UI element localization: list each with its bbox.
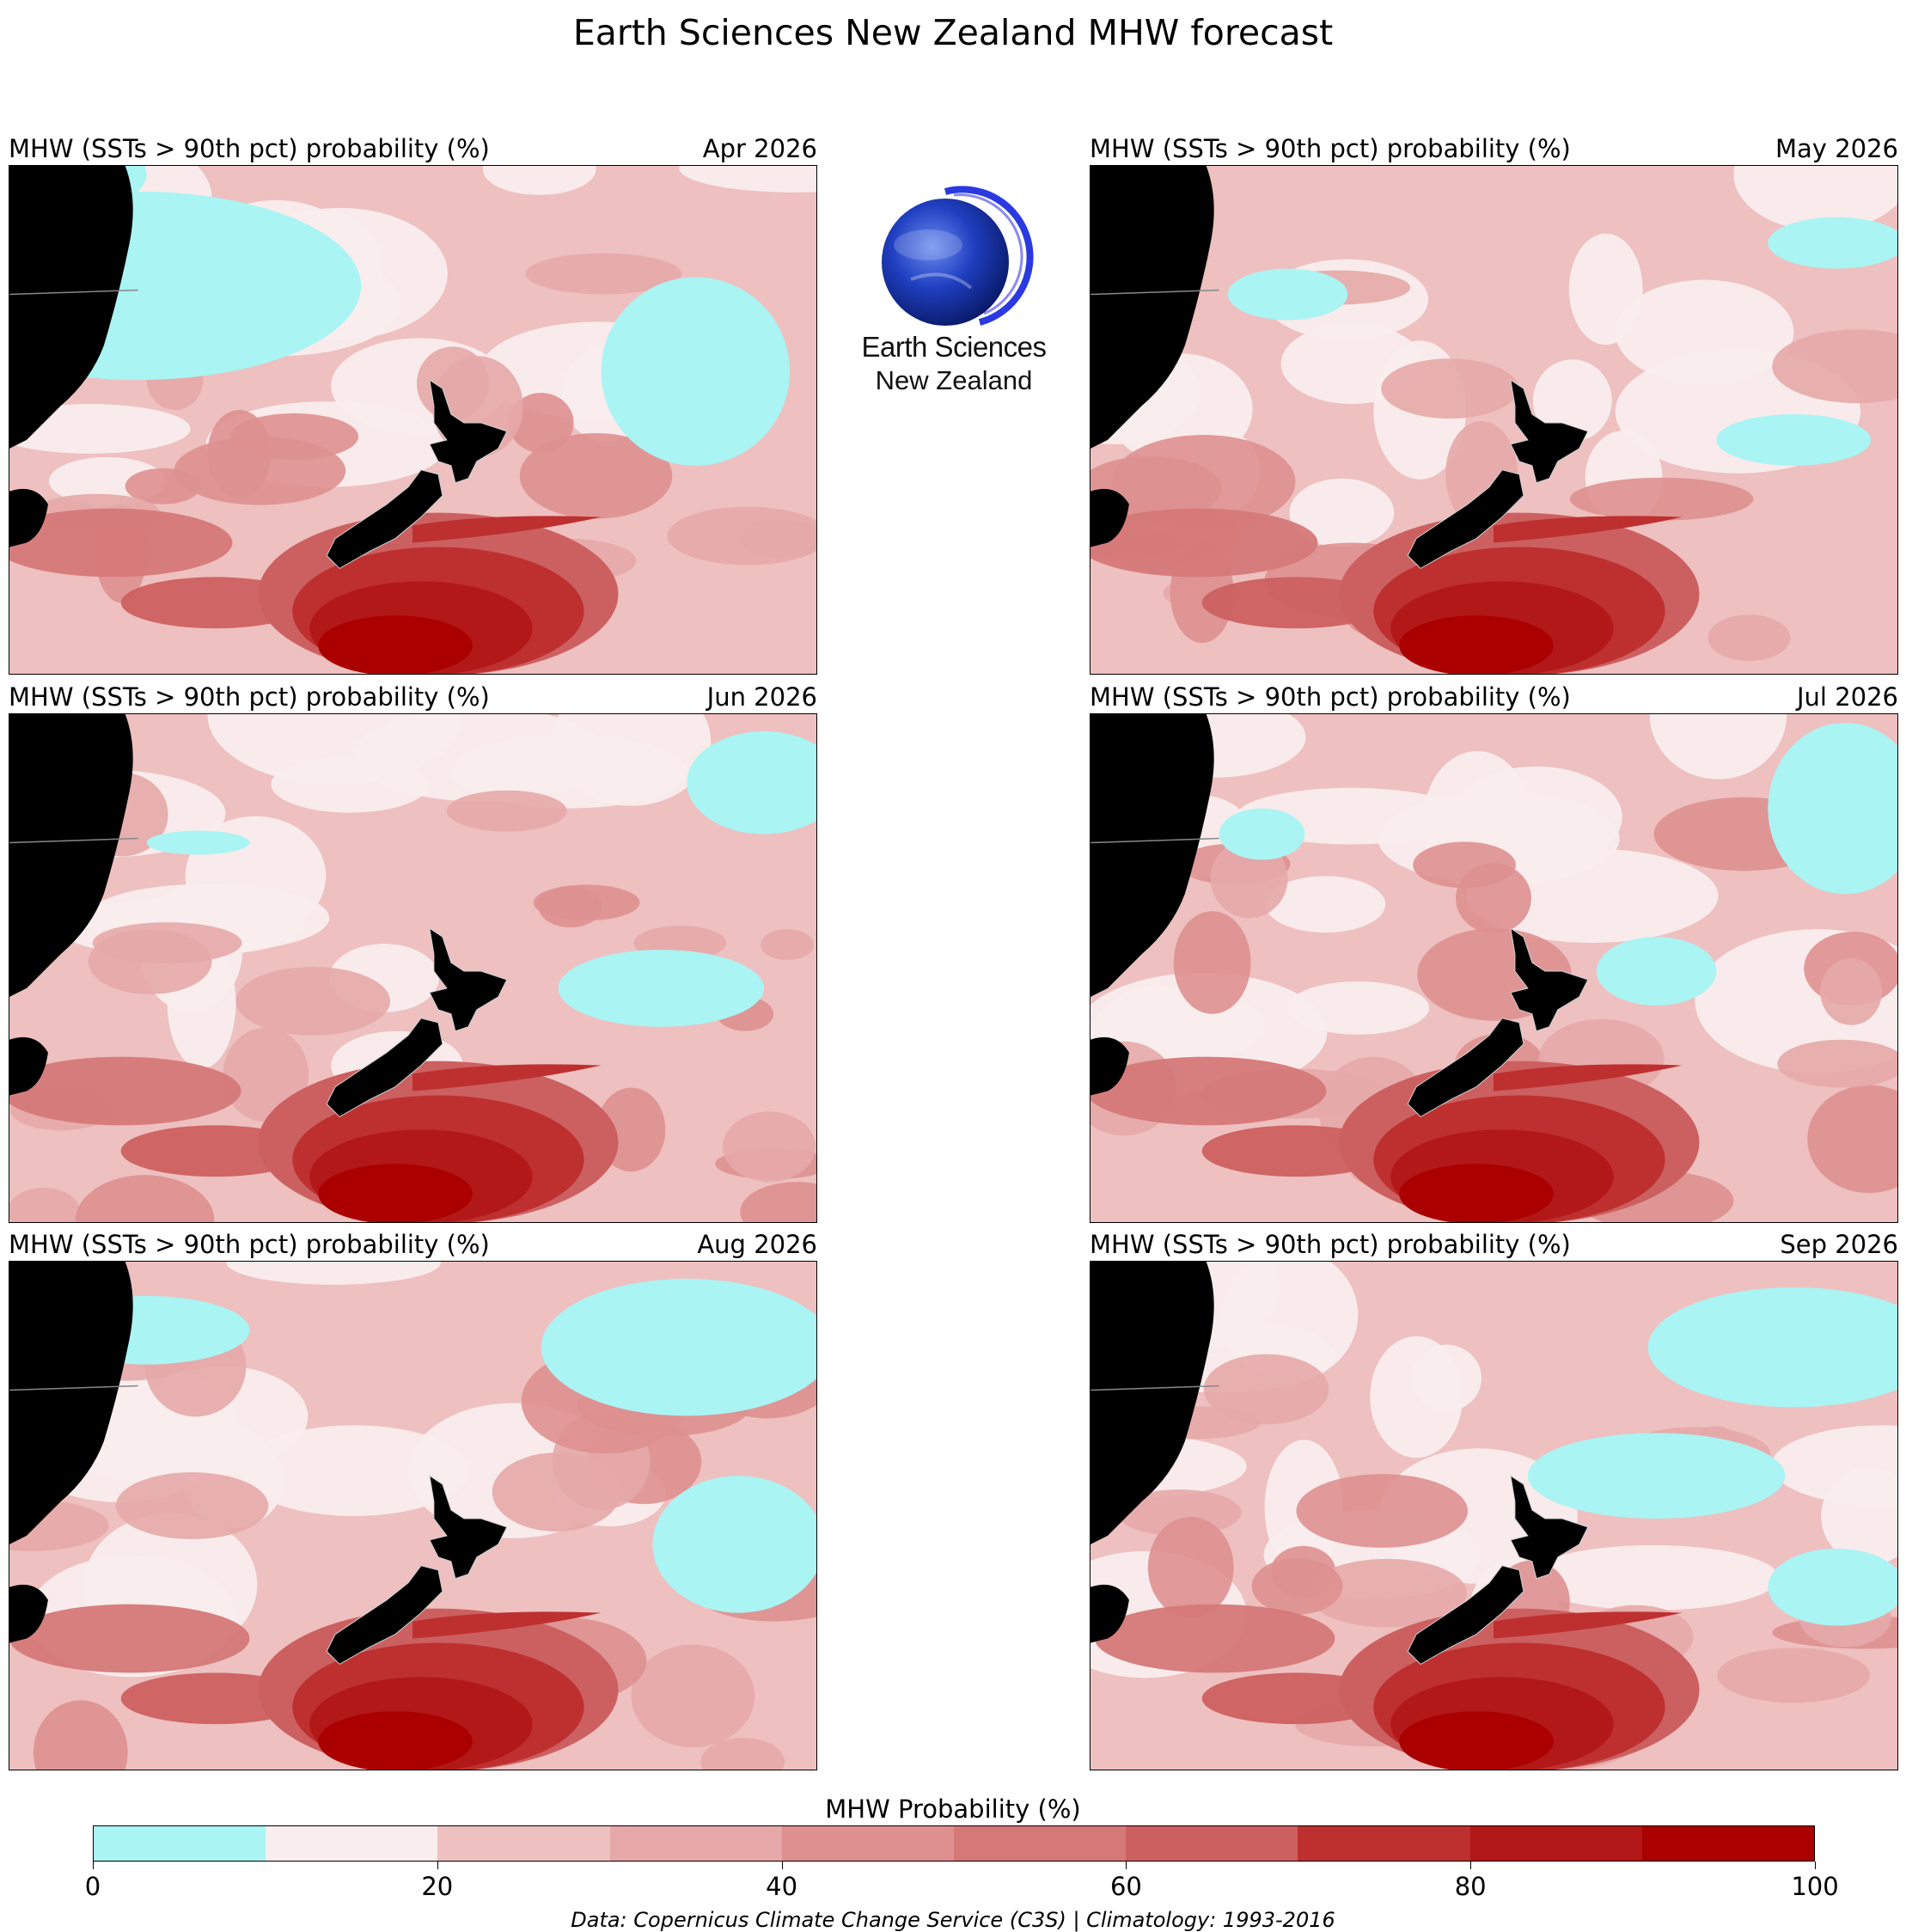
logo-text-line2: New Zealand bbox=[875, 365, 1033, 395]
colorbar-segment bbox=[781, 1826, 955, 1861]
colorbar-tick bbox=[437, 1862, 438, 1869]
colorbar-segment bbox=[1469, 1826, 1642, 1861]
panel-date-label: Aug 2026 bbox=[697, 1230, 817, 1259]
probability-map bbox=[9, 1261, 817, 1770]
panel-variable-label: MHW (SSTs > 90th pct) probability (%) bbox=[9, 1230, 490, 1259]
panel-variable-label: MHW (SSTs > 90th pct) probability (%) bbox=[1090, 1230, 1571, 1259]
panel-header: MHW (SSTs > 90th pct) probability (%) Au… bbox=[9, 1226, 817, 1261]
panel-date-label: Jul 2026 bbox=[1796, 682, 1898, 712]
panel-date-label: Apr 2026 bbox=[702, 134, 817, 163]
map-panel: MHW (SSTs > 90th pct) probability (%) Ma… bbox=[1090, 131, 1898, 675]
colorbar-tick-label: 60 bbox=[1109, 1872, 1142, 1901]
colorbar-segment bbox=[1126, 1826, 1298, 1861]
colorbar-segment bbox=[954, 1826, 1127, 1861]
panel-header: MHW (SSTs > 90th pct) probability (%) Ap… bbox=[9, 131, 817, 165]
panel-header: MHW (SSTs > 90th pct) probability (%) Ju… bbox=[1090, 679, 1898, 713]
probability-map bbox=[1090, 713, 1898, 1223]
colorbar-tick bbox=[1126, 1862, 1127, 1869]
panel-variable-label: MHW (SSTs > 90th pct) probability (%) bbox=[9, 134, 490, 163]
map-panel: MHW (SSTs > 90th pct) probability (%) Ju… bbox=[1090, 679, 1898, 1223]
panel-date-label: Jun 2026 bbox=[706, 682, 817, 712]
colorbar-segment bbox=[266, 1826, 438, 1861]
panel-variable-label: MHW (SSTs > 90th pct) probability (%) bbox=[1090, 134, 1571, 163]
colorbar-tick bbox=[1470, 1862, 1472, 1869]
panel-date-label: Sep 2026 bbox=[1780, 1230, 1898, 1259]
colorbar-tick-label: 100 bbox=[1791, 1872, 1839, 1901]
colorbar-tick bbox=[781, 1862, 783, 1869]
colorbar-segment bbox=[1641, 1826, 1815, 1861]
panel-variable-label: MHW (SSTs > 90th pct) probability (%) bbox=[1090, 682, 1571, 712]
panel-header: MHW (SSTs > 90th pct) probability (%) Se… bbox=[1090, 1226, 1898, 1261]
probability-map bbox=[9, 713, 817, 1223]
logo-text-line1: Earth Sciences bbox=[861, 331, 1047, 363]
map-graphic bbox=[1090, 714, 1897, 1222]
colorbar-tick-label: 80 bbox=[1454, 1872, 1487, 1901]
colorbar-segment bbox=[1298, 1826, 1470, 1861]
map-panel: MHW (SSTs > 90th pct) probability (%) Au… bbox=[9, 1226, 817, 1770]
map-graphic bbox=[9, 166, 816, 674]
figure-title: Earth Sciences New Zealand MHW forecast bbox=[572, 12, 1334, 53]
data-source-note: Data: Copernicus Climate Change Service … bbox=[571, 1908, 1335, 1932]
colorbar-tick-label: 40 bbox=[766, 1872, 798, 1901]
panel-header: MHW (SSTs > 90th pct) probability (%) Ma… bbox=[1090, 131, 1898, 165]
earth-sciences-logo: Earth Sciences New Zealand bbox=[825, 185, 1083, 408]
panel-date-label: May 2026 bbox=[1775, 134, 1898, 163]
map-panel: MHW (SSTs > 90th pct) probability (%) Ju… bbox=[9, 679, 817, 1223]
colorbar-tick bbox=[1815, 1862, 1816, 1869]
map-graphic bbox=[9, 714, 816, 1222]
colorbar-tick-label: 20 bbox=[421, 1872, 454, 1901]
map-graphic bbox=[1090, 1262, 1897, 1770]
probability-map bbox=[1090, 165, 1898, 675]
colorbar-tick-label: 0 bbox=[84, 1872, 101, 1901]
colorbar-segment bbox=[437, 1826, 610, 1861]
colorbar-segment bbox=[609, 1826, 782, 1861]
map-panel: MHW (SSTs > 90th pct) probability (%) Se… bbox=[1090, 1226, 1898, 1770]
colorbar bbox=[93, 1825, 1815, 1862]
globe-icon bbox=[882, 186, 1034, 326]
colorbar-tick bbox=[93, 1862, 94, 1869]
map-panel: MHW (SSTs > 90th pct) probability (%) Ap… bbox=[9, 131, 817, 675]
panel-variable-label: MHW (SSTs > 90th pct) probability (%) bbox=[9, 682, 490, 712]
colorbar-segment bbox=[94, 1826, 266, 1861]
map-graphic bbox=[9, 1262, 816, 1770]
colorbar-label: MHW Probability (%) bbox=[825, 1794, 1081, 1824]
map-graphic bbox=[1090, 166, 1897, 674]
panel-header: MHW (SSTs > 90th pct) probability (%) Ju… bbox=[9, 679, 817, 713]
probability-map bbox=[1090, 1261, 1898, 1770]
probability-map bbox=[9, 165, 817, 675]
